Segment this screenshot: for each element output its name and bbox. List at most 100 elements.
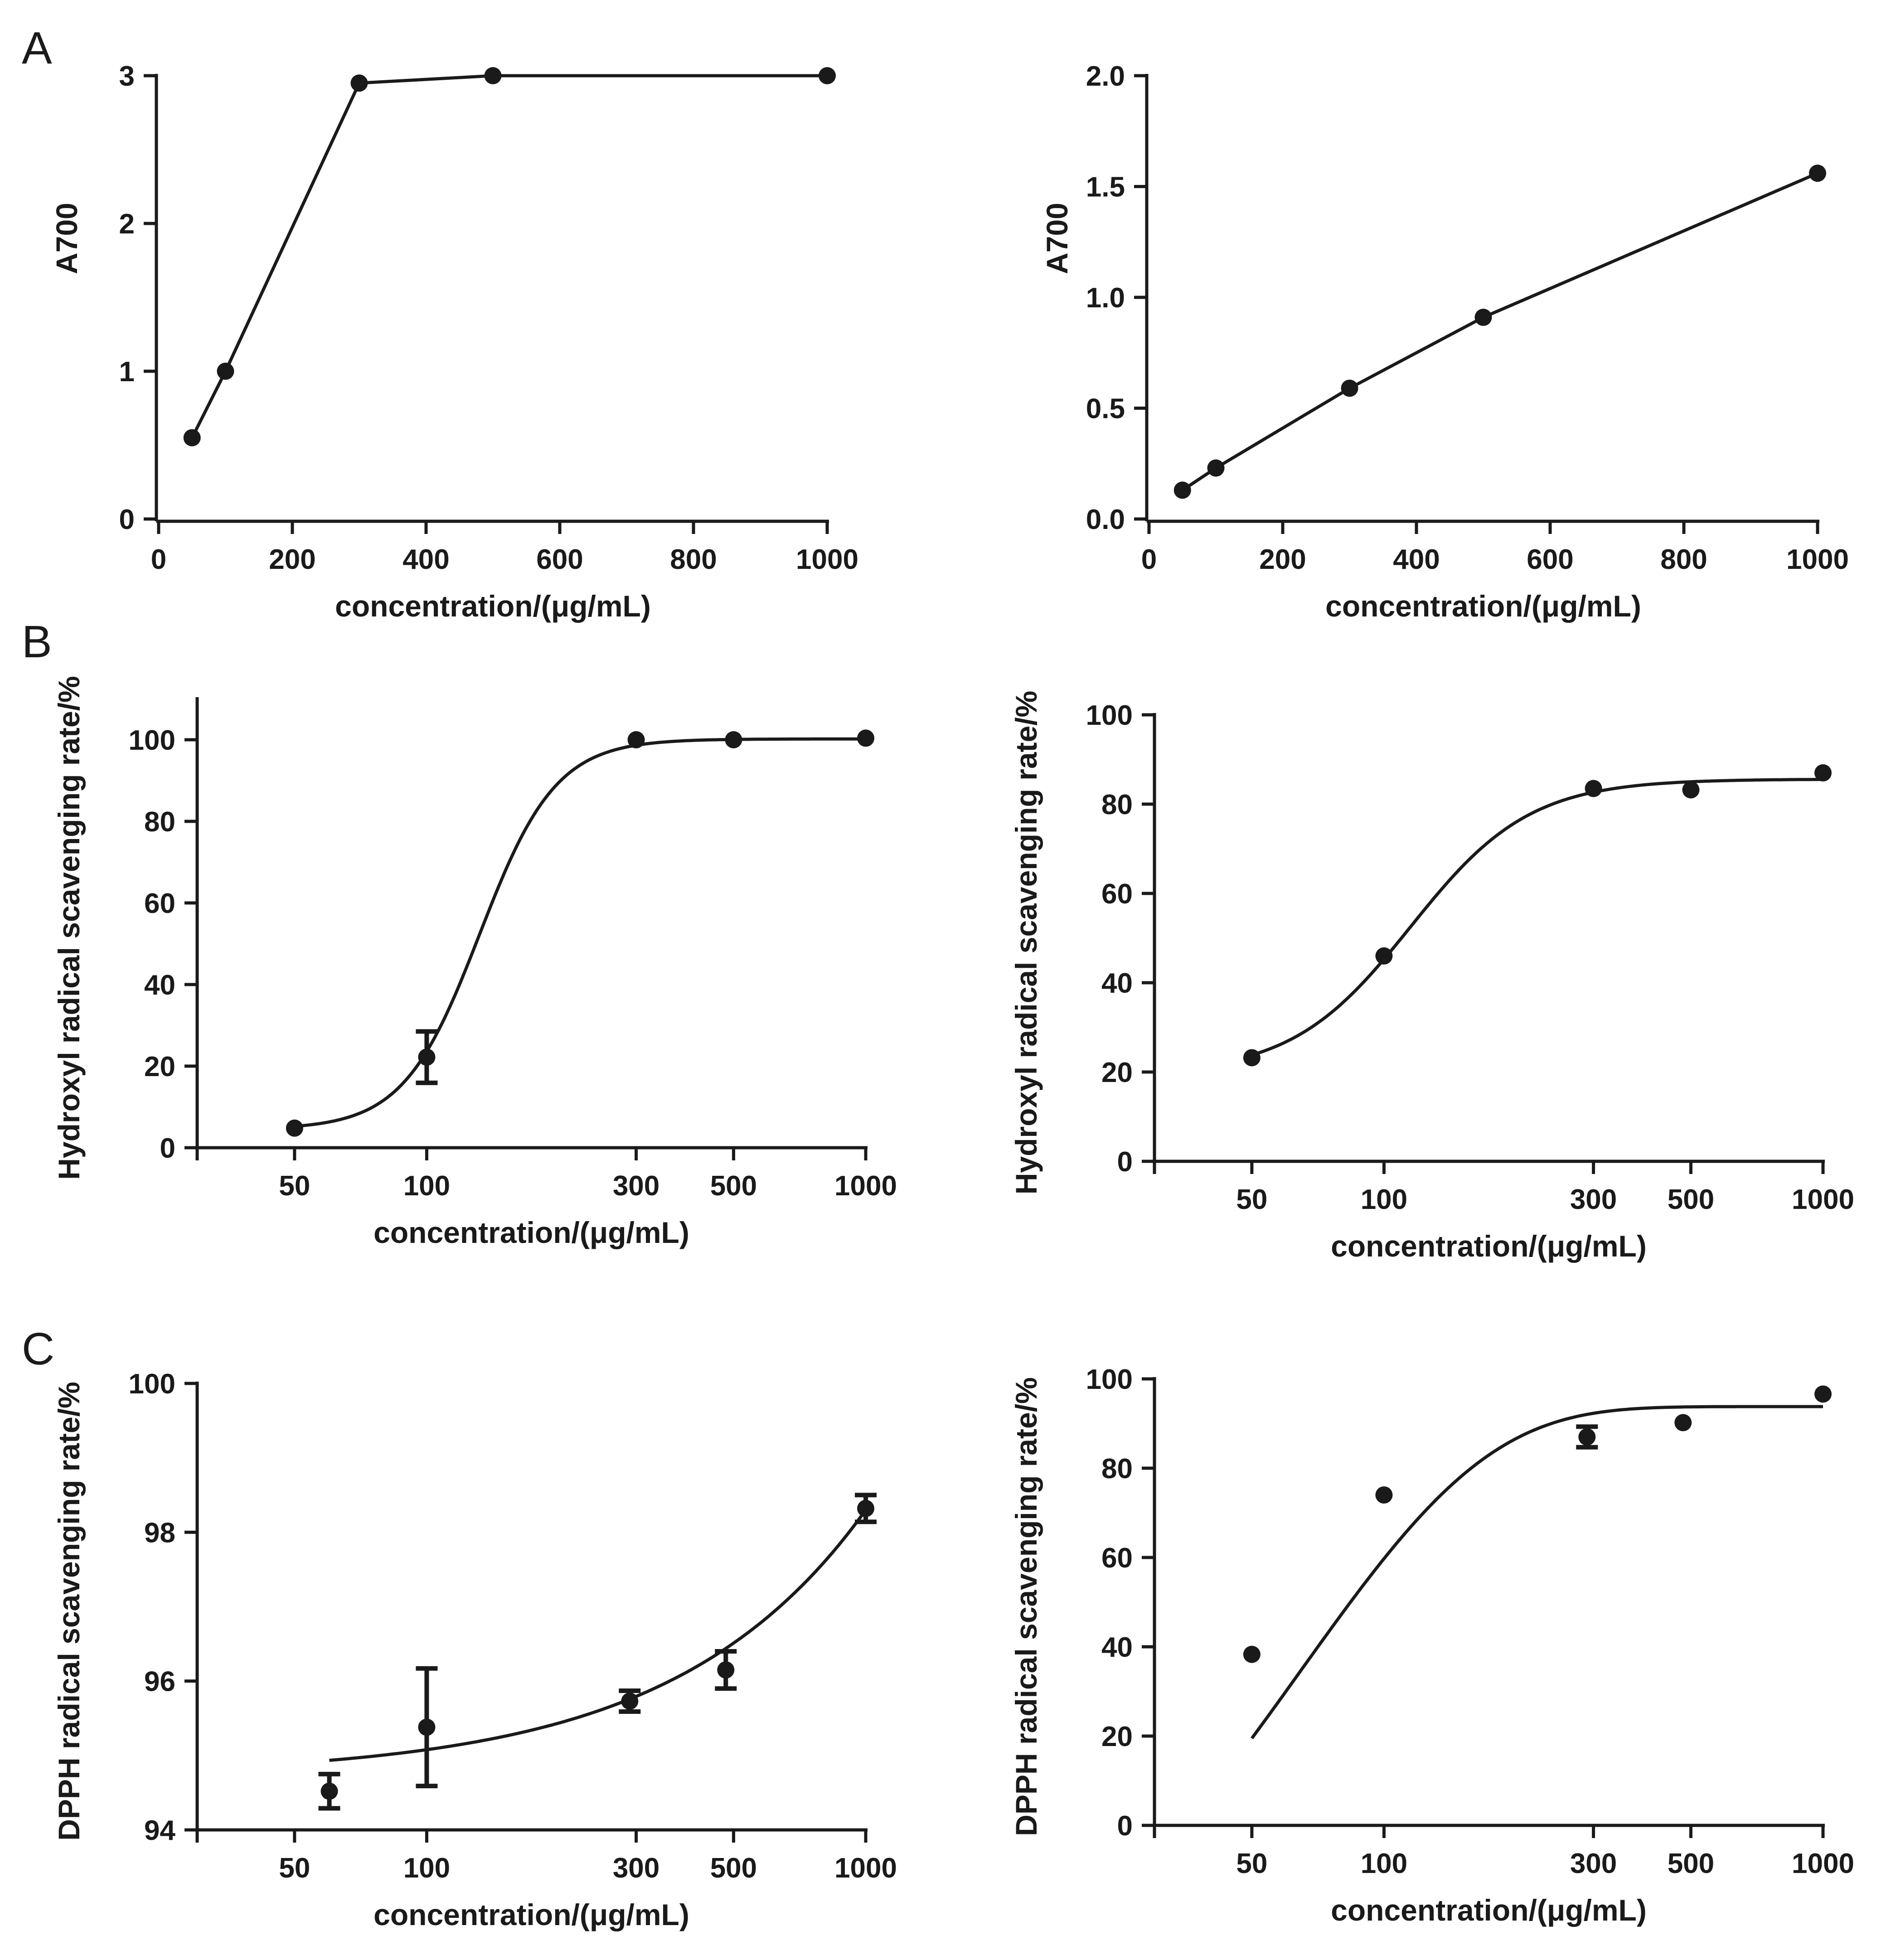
y-tick-label: 80: [1101, 1453, 1133, 1485]
y-tick-label: 0: [119, 504, 135, 535]
y-tick-label: 2.0: [1086, 61, 1125, 92]
y-tick-label: 60: [1101, 1543, 1133, 1574]
x-tick-label: 1000: [834, 1853, 897, 1884]
x-axis-title: concentration/(μg/mL): [373, 1898, 689, 1931]
y-axis-title: Hydroxyl radical scavenging rate/%: [52, 676, 86, 1179]
x-tick-label: 1000: [1792, 1848, 1854, 1879]
x-tick-label: 100: [1361, 1184, 1407, 1215]
data-point: [857, 729, 874, 747]
data-point: [484, 67, 502, 84]
x-tick-label: 100: [1361, 1848, 1407, 1879]
y-tick-label: 20: [144, 1051, 175, 1082]
y-axis-title: Hydroxyl radical scavenging rate/%: [1009, 691, 1043, 1194]
y-tick-label: 2: [119, 209, 135, 240]
data-point: [1207, 459, 1225, 477]
data-point: [627, 731, 645, 748]
data-point: [717, 1661, 735, 1679]
y-tick-label: 100: [1086, 1364, 1133, 1395]
fit-curve: [1251, 1405, 1823, 1740]
x-tick-label: 50: [279, 1853, 310, 1884]
data-point: [1474, 309, 1492, 326]
x-tick-label: 50: [279, 1170, 310, 1202]
y-tick-label: 96: [144, 1666, 175, 1698]
chart-b-left: 0 20 40 60 80 100 50 100 300 500 1000 concentration…: [52, 676, 897, 1249]
x-tick-label: 1000: [834, 1170, 897, 1202]
data-point: [1814, 764, 1832, 782]
data-point: [857, 1499, 874, 1517]
data-point: [1578, 1428, 1596, 1446]
x-tick-label: 300: [1570, 1184, 1617, 1215]
data-point: [183, 429, 201, 446]
y-axis-title: DPPH radical scavenging rate/%: [52, 1382, 86, 1840]
x-tick-label: 1000: [1786, 544, 1849, 575]
chart-a-right: 0.0 0.5 1.0 1.5 2.0 0 200 400 600 800 1000 concentr…: [1040, 61, 1849, 623]
x-axis-title: concentration/(μg/mL): [1325, 589, 1641, 623]
data-point: [418, 1048, 436, 1066]
y-tick-label: 20: [1101, 1057, 1133, 1088]
x-tick-label: 0: [151, 544, 166, 575]
y-tick-label: 20: [1101, 1721, 1133, 1752]
y-tick-label: 0.0: [1086, 504, 1125, 535]
data-point: [1682, 781, 1700, 799]
data-point: [1375, 1486, 1393, 1504]
y-tick-label: 0: [1117, 1146, 1133, 1178]
y-axis-title: A700: [50, 203, 83, 274]
y-tick-label: 0: [1117, 1810, 1133, 1842]
y-tick-label: 0.5: [1086, 393, 1125, 425]
x-tick-label: 800: [1660, 544, 1707, 575]
y-tick-label: 1.5: [1086, 172, 1125, 203]
x-tick-label: 100: [403, 1170, 450, 1202]
y-tick-label: 100: [129, 1368, 175, 1400]
x-axis-title: concentration/(μg/mL): [1331, 1229, 1647, 1263]
y-tick-label: 100: [1086, 700, 1133, 731]
data-point: [350, 74, 368, 92]
x-tick-label: 200: [1259, 544, 1306, 575]
fit-curve: [1251, 778, 1823, 1057]
x-axis-title: concentration/(μg/mL): [335, 589, 651, 623]
chart-b-right: 0 20 40 60 80 100 50 100 300 500 1000 concentration…: [1009, 691, 1854, 1263]
chart-a-left: 0 1 2 3 0 200 400 600 800 1000 concentration/(μg/m…: [50, 61, 858, 623]
y-tick-label: 100: [129, 725, 175, 756]
data-point: [217, 363, 234, 380]
data-point: [286, 1119, 303, 1137]
y-tick-label: 60: [1101, 878, 1133, 910]
fit-curve: [294, 737, 866, 1128]
y-axis-title: DPPH radical scavenging rate/%: [1009, 1377, 1043, 1836]
data-point: [1173, 481, 1191, 499]
x-tick-label: 600: [1527, 544, 1573, 575]
x-tick-label: 1000: [1792, 1184, 1854, 1215]
y-tick-label: 80: [1101, 789, 1133, 820]
data-point: [621, 1692, 639, 1710]
series-line: [190, 74, 827, 439]
x-tick-label: 500: [710, 1170, 757, 1202]
data-point: [1585, 780, 1602, 797]
x-tick-label: 300: [613, 1853, 659, 1884]
data-point: [418, 1718, 436, 1736]
chart-c-left: 94 96 98 100 50 100 300 500 1000 concentration/(μ…: [52, 1368, 897, 1931]
x-tick-label: 400: [402, 544, 449, 575]
panel-label-c: C: [22, 1324, 54, 1374]
x-tick-label: 800: [670, 544, 717, 575]
data-point: [1814, 1385, 1832, 1403]
data-point: [1243, 1049, 1261, 1067]
x-tick-label: 1000: [796, 544, 858, 575]
y-tick-label: 1: [119, 356, 135, 388]
y-tick-label: 98: [144, 1517, 175, 1548]
x-tick-label: 600: [536, 544, 583, 575]
y-tick-label: 80: [144, 806, 175, 838]
data-point: [1674, 1414, 1692, 1431]
series-line: [1181, 171, 1818, 492]
y-tick-label: 0: [160, 1133, 175, 1164]
y-tick-label: 40: [144, 970, 175, 1001]
data-point: [1375, 947, 1393, 965]
y-axis-title: A700: [1040, 203, 1074, 274]
x-tick-label: 50: [1236, 1184, 1267, 1215]
data-point: [725, 731, 742, 748]
data-point: [1809, 165, 1826, 182]
x-tick-label: 500: [1668, 1184, 1714, 1215]
x-tick-label: 50: [1236, 1848, 1267, 1879]
x-tick-label: 200: [269, 544, 315, 575]
x-tick-label: 500: [1668, 1848, 1714, 1879]
